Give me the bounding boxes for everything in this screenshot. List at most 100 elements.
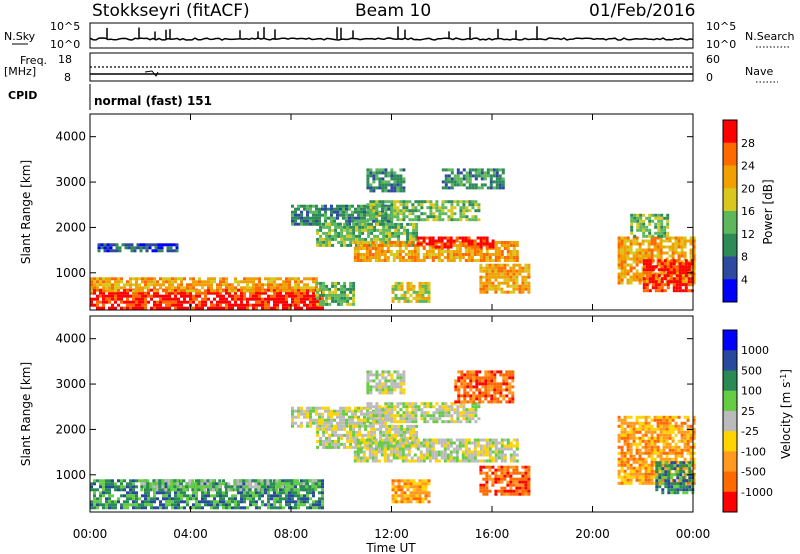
power-data-cell bbox=[138, 289, 141, 293]
vel-data-cell bbox=[364, 427, 368, 431]
power-data-cell bbox=[638, 260, 642, 264]
power-data-cell bbox=[479, 290, 483, 294]
vel-data-cell bbox=[200, 485, 204, 489]
power-data-cell bbox=[394, 234, 398, 238]
power-data-cell bbox=[459, 180, 463, 184]
power-data-cell bbox=[464, 253, 468, 256]
power-data-cell bbox=[369, 200, 373, 204]
vel-data-cell bbox=[466, 370, 470, 374]
vel-data-cell bbox=[452, 456, 456, 460]
vel-data-cell bbox=[386, 438, 390, 442]
power-data-cell bbox=[620, 257, 624, 261]
vel-data-cell bbox=[509, 477, 513, 481]
power-data-cell bbox=[309, 289, 312, 293]
power-data-cell bbox=[692, 275, 696, 279]
vel-data-cell bbox=[494, 489, 498, 493]
power-data-cell bbox=[374, 259, 378, 262]
vel-data-cell bbox=[306, 424, 309, 428]
vel-data-cell bbox=[392, 444, 396, 448]
power-data-cell bbox=[642, 280, 646, 284]
vel-data-cell bbox=[410, 438, 414, 442]
power-data-cell bbox=[397, 299, 401, 303]
power-data-cell bbox=[171, 283, 174, 287]
power-data-cell bbox=[434, 245, 438, 249]
vel-data-cell bbox=[399, 376, 403, 380]
vel-data-cell bbox=[366, 382, 370, 386]
power-data-cell bbox=[189, 277, 192, 281]
vel-data-cell bbox=[309, 503, 312, 507]
vel-data-cell bbox=[170, 488, 174, 492]
power-data-cell bbox=[352, 225, 356, 229]
vel-data-cell bbox=[459, 420, 463, 424]
vel-data-cell bbox=[337, 442, 341, 446]
vel-data-cell bbox=[471, 411, 475, 415]
power-data-cell bbox=[494, 244, 498, 247]
power-data-cell bbox=[452, 250, 456, 253]
power-data-cell bbox=[378, 171, 382, 175]
power-data-cell bbox=[390, 206, 394, 210]
power-data-cell bbox=[330, 219, 333, 223]
vel-data-cell bbox=[312, 418, 315, 422]
power-data-cell bbox=[294, 219, 297, 223]
power-data-cell bbox=[276, 289, 279, 293]
vel-data-cell bbox=[321, 415, 324, 419]
vel-data-cell bbox=[438, 411, 442, 415]
power-data-cell bbox=[328, 222, 332, 226]
vel-data-cell bbox=[236, 479, 240, 483]
power-data-cell bbox=[456, 203, 460, 207]
power-data-cell bbox=[216, 306, 219, 310]
vel-data-cell bbox=[419, 456, 423, 460]
power-data-cell bbox=[642, 268, 646, 272]
vel-data-cell bbox=[290, 479, 294, 483]
vel-data-cell bbox=[387, 385, 391, 389]
vel-data-cell bbox=[463, 376, 467, 380]
power-data-cell bbox=[186, 294, 189, 298]
power-data-cell bbox=[370, 225, 374, 229]
vel-data-cell bbox=[463, 379, 467, 383]
power-data-cell bbox=[509, 256, 513, 259]
vel-data-cell bbox=[249, 503, 252, 507]
vel-data-cell bbox=[467, 450, 471, 454]
power-data-cell bbox=[663, 283, 667, 287]
power-data-cell bbox=[428, 236, 432, 240]
vel-data-cell bbox=[392, 450, 396, 454]
power-data-cell bbox=[291, 216, 294, 220]
vel-data-cell bbox=[410, 459, 414, 463]
power-data-cell bbox=[447, 215, 451, 219]
power-data-cell bbox=[663, 228, 667, 232]
vel-data-cell bbox=[123, 500, 126, 504]
vel-data-cell bbox=[197, 485, 201, 489]
power-data-cell bbox=[372, 177, 376, 181]
vel-data-cell bbox=[372, 414, 376, 418]
power-data-cell bbox=[418, 287, 422, 291]
power-data-cell bbox=[632, 272, 636, 276]
vel-data-cell bbox=[471, 417, 475, 421]
vel-data-cell bbox=[243, 497, 246, 501]
power-data-cell bbox=[414, 218, 418, 222]
power-data-cell bbox=[659, 254, 663, 258]
power-data-cell bbox=[102, 297, 105, 301]
power-data-cell bbox=[402, 215, 406, 219]
power-data-cell bbox=[237, 288, 240, 292]
vel-data-cell bbox=[149, 482, 153, 486]
vel-data-cell bbox=[303, 500, 306, 504]
vel-data-cell bbox=[413, 459, 417, 463]
vel-data-cell bbox=[306, 412, 309, 416]
power-data-cell bbox=[234, 294, 237, 298]
vel-data-cell bbox=[152, 482, 156, 486]
vel-data-cell bbox=[481, 394, 485, 398]
vel-data-cell bbox=[484, 397, 488, 401]
power-data-cell bbox=[282, 300, 285, 304]
vel-data-cell bbox=[168, 488, 171, 492]
colorbar-tick-label: 12 bbox=[741, 228, 755, 241]
power-data-cell bbox=[394, 284, 398, 288]
vel-data-cell bbox=[468, 408, 472, 412]
power-data-cell bbox=[632, 239, 636, 243]
power-data-cell bbox=[620, 281, 624, 285]
vel-data-cell bbox=[500, 450, 504, 454]
power-data-cell bbox=[300, 297, 303, 301]
vel-data-cell bbox=[297, 415, 300, 419]
power-data-cell bbox=[331, 299, 335, 303]
vel-data-cell bbox=[291, 500, 294, 504]
power-data-cell bbox=[343, 234, 347, 238]
